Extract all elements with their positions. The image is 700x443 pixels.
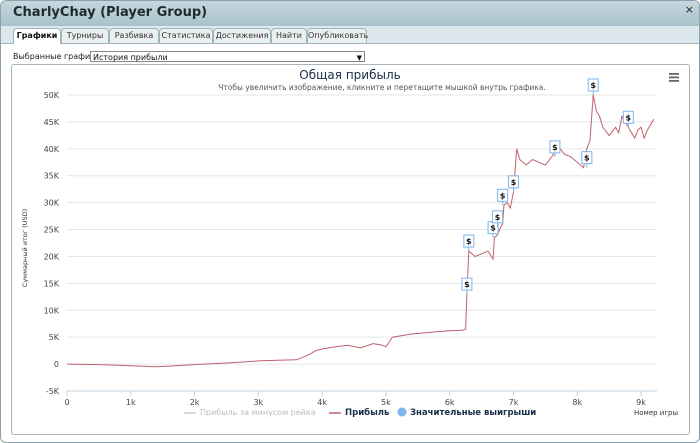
big-win-symbol: $ xyxy=(495,213,501,222)
y-tick-label: 20K xyxy=(44,252,60,261)
big-win-symbol: $ xyxy=(466,237,472,246)
close-icon[interactable]: × xyxy=(684,3,694,16)
window-title: CharlyChay (Player Group) xyxy=(13,5,208,20)
tab-bar: Графики Турниры Разбивка Статистика Дост… xyxy=(1,26,699,44)
tab-publish[interactable]: Опубликовать xyxy=(307,28,368,43)
big-win-symbol: $ xyxy=(500,191,506,200)
x-tick-label: 5k xyxy=(381,398,391,407)
big-win-flag[interactable]: $ xyxy=(549,140,561,157)
series-line-profit xyxy=(66,94,655,368)
tab-achievements[interactable]: Достижения xyxy=(213,28,271,43)
legend-marker-bigwins xyxy=(397,407,407,417)
x-tick-label: 0 xyxy=(64,398,69,407)
y-axis-title: Суммарный итог (USD) xyxy=(21,209,29,287)
chart-subtitle: Чтобы увеличить изображение, кликните и … xyxy=(218,83,546,92)
big-win-flag[interactable]: $ xyxy=(492,210,504,227)
big-win-box xyxy=(549,140,561,154)
big-win-flag[interactable]: $ xyxy=(463,234,475,252)
big-win-box xyxy=(463,234,475,248)
y-tick-label: 45K xyxy=(44,118,60,127)
x-tick-label: 9k xyxy=(636,398,646,407)
big-win-symbol: $ xyxy=(584,154,590,163)
menu-icon[interactable] xyxy=(669,73,679,82)
chevron-down-icon: ▼ xyxy=(356,54,362,62)
x-tick-label: 2k xyxy=(190,398,200,407)
big-win-box xyxy=(492,210,504,224)
big-win-flag[interactable]: $ xyxy=(497,188,509,206)
x-tick-label: 7k xyxy=(509,398,519,407)
x-tick-label: 6k xyxy=(445,398,455,407)
big-win-flag[interactable]: $ xyxy=(507,175,519,192)
x-axis-title: Номер игры xyxy=(634,409,678,417)
tab-breakdown[interactable]: Разбивка xyxy=(109,28,159,43)
chart-selector-label: Выбранные графики: xyxy=(13,52,103,61)
chart-panel[interactable]: Общая прибыль Чтобы увеличить изображени… xyxy=(11,64,690,435)
tab-find[interactable]: Найти xyxy=(271,28,307,43)
chart-title: Общая прибыль xyxy=(299,68,400,82)
big-win-flag[interactable]: $ xyxy=(461,277,473,295)
big-win-box xyxy=(581,151,593,165)
y-tick-label: 50K xyxy=(44,91,60,100)
big-win-symbol: $ xyxy=(626,113,632,122)
tab-statistics[interactable]: Статистика xyxy=(159,28,213,43)
x-tick-label: 4k xyxy=(317,398,327,407)
tab-charts[interactable]: Графики xyxy=(13,28,61,44)
big-win-symbol: $ xyxy=(552,143,558,152)
y-tick-label: 10K xyxy=(44,306,60,315)
chart-selector-value: История прибыли xyxy=(93,53,168,62)
legend-item-net[interactable]: Прибыль за минусом рейка xyxy=(200,408,316,417)
big-win-symbol: $ xyxy=(511,178,517,187)
big-win-box xyxy=(507,175,519,189)
big-win-box xyxy=(622,110,634,124)
chart-selector-dropdown[interactable]: История прибыли ▼ xyxy=(90,51,365,62)
big-win-flag[interactable]: $ xyxy=(587,78,599,95)
y-tick-label: 15K xyxy=(44,279,60,288)
big-win-flag[interactable]: $ xyxy=(622,110,634,128)
big-win-symbol: $ xyxy=(464,280,470,289)
y-tick-label: 35K xyxy=(44,172,60,181)
big-win-symbol: $ xyxy=(590,81,596,90)
x-tick-label: 3k xyxy=(253,398,263,407)
big-win-flag[interactable]: $ xyxy=(581,151,593,168)
big-win-box xyxy=(461,277,473,291)
y-tick-label: 40K xyxy=(44,145,60,154)
profit-chart[interactable]: Общая прибыль Чтобы увеличить изображени… xyxy=(12,65,689,434)
legend: Прибыль за минусом рейка Прибыль Значите… xyxy=(184,407,536,418)
y-tick-label: 0 xyxy=(54,360,59,369)
y-tick-label: 5K xyxy=(49,333,60,342)
title-bar: CharlyChay (Player Group) × xyxy=(1,1,699,27)
big-win-symbol: $ xyxy=(490,224,496,233)
y-tick-label: -5K xyxy=(46,387,60,396)
tab-tournaments[interactable]: Турниры xyxy=(61,28,109,43)
x-tick-label: 8k xyxy=(572,398,582,407)
x-tick-label: 1k xyxy=(126,398,136,407)
legend-item-profit[interactable]: Прибыль xyxy=(345,407,389,418)
y-tick-label: 25K xyxy=(44,226,60,235)
big-win-box xyxy=(497,188,509,202)
y-tick-label: 30K xyxy=(44,199,60,208)
legend-item-bigwins[interactable]: Значительные выигрыши xyxy=(410,408,536,418)
big-win-box xyxy=(587,78,599,92)
